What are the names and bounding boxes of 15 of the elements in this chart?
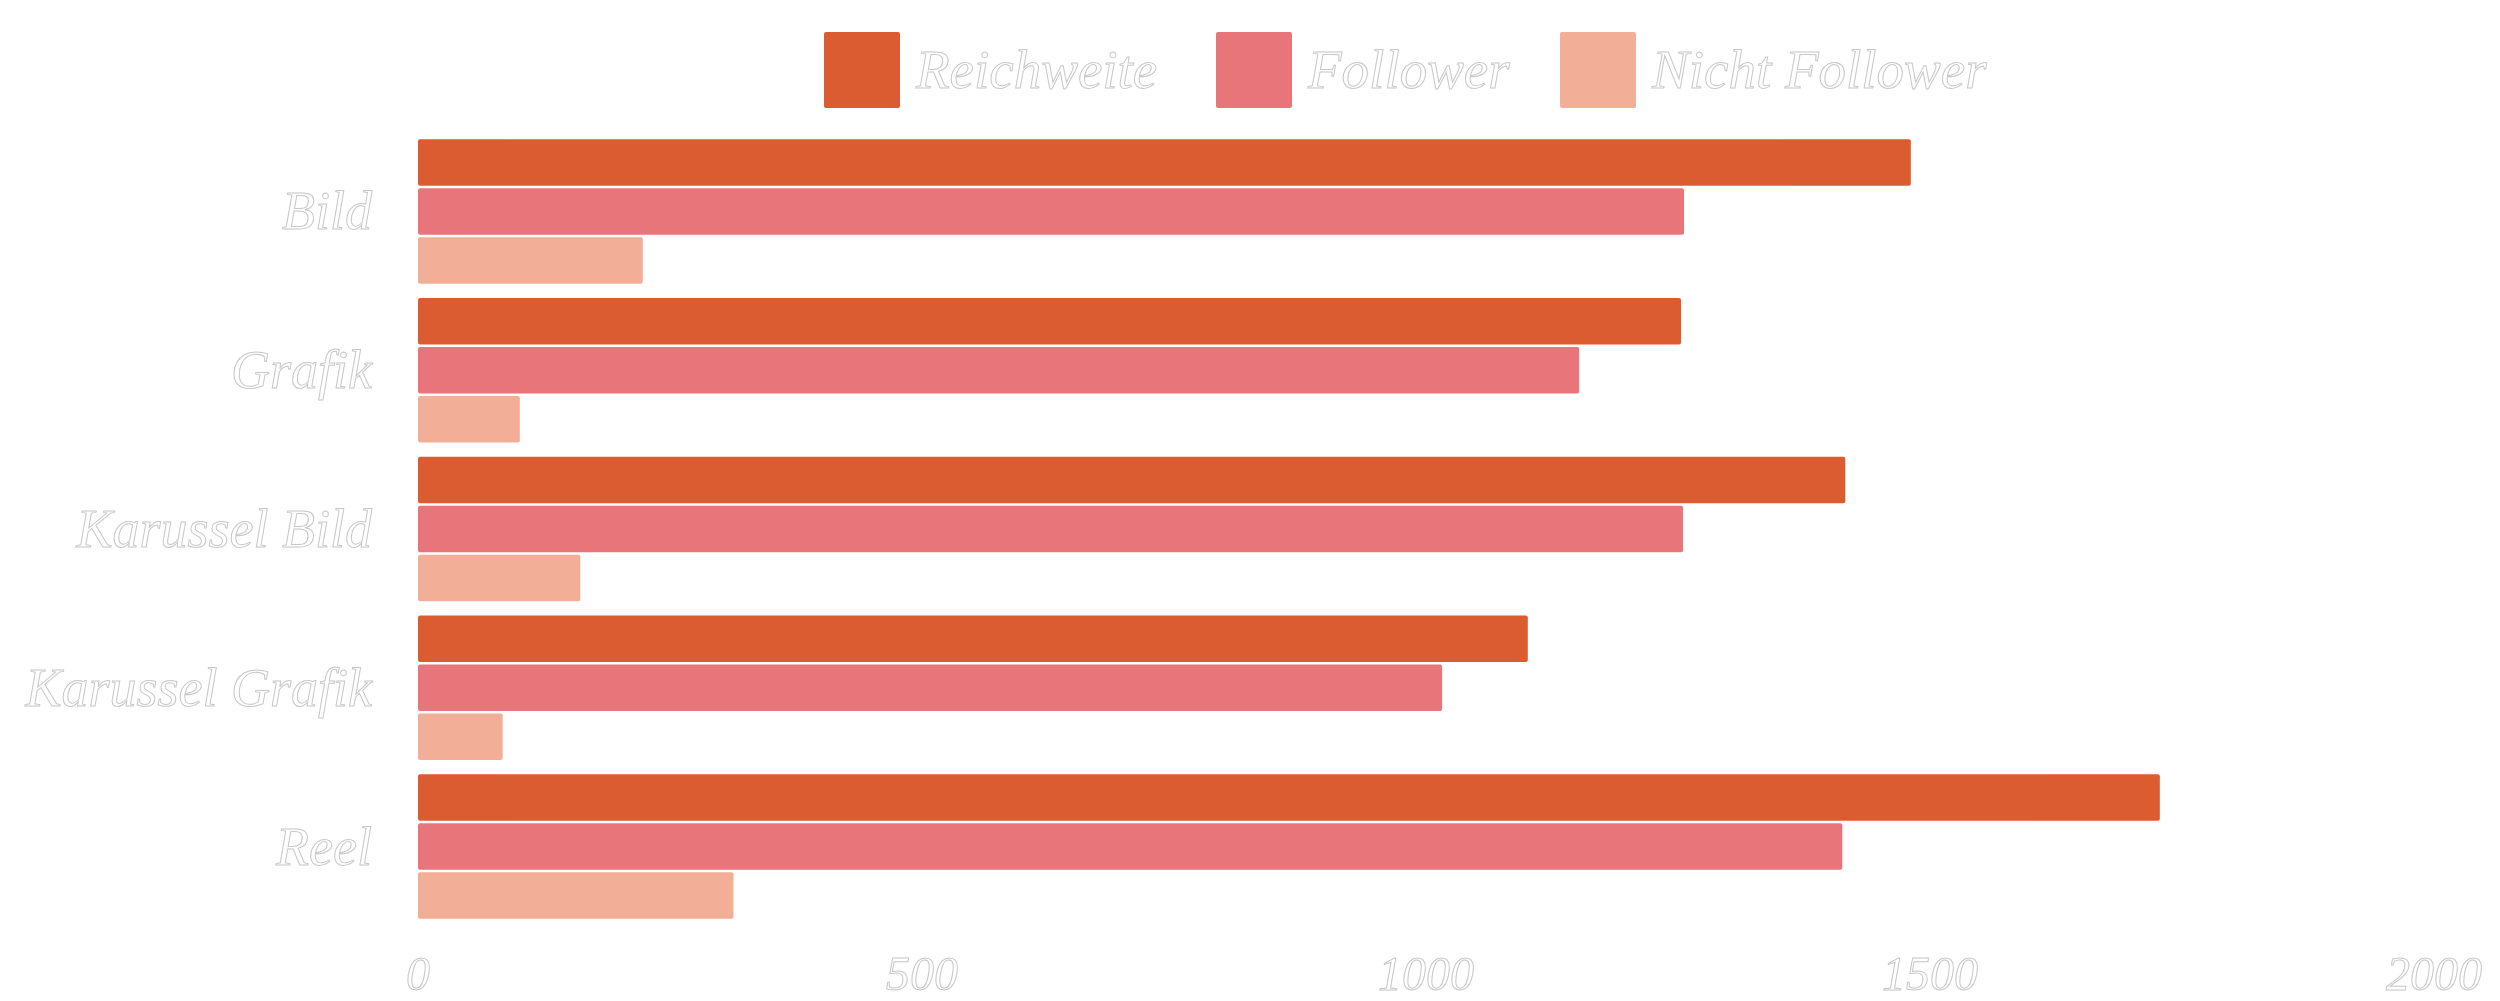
bar — [418, 297, 1682, 345]
bar — [418, 554, 581, 602]
bar — [418, 774, 2160, 821]
bar — [418, 395, 520, 443]
bar — [418, 346, 1580, 394]
bar — [418, 237, 643, 284]
bar — [418, 664, 1443, 712]
bar — [418, 823, 1843, 870]
bar — [418, 872, 734, 919]
bar — [418, 713, 503, 761]
bar — [418, 615, 1528, 663]
bar — [418, 188, 1685, 235]
bar — [418, 505, 1684, 553]
bar — [418, 139, 1911, 186]
bar — [418, 456, 1846, 504]
